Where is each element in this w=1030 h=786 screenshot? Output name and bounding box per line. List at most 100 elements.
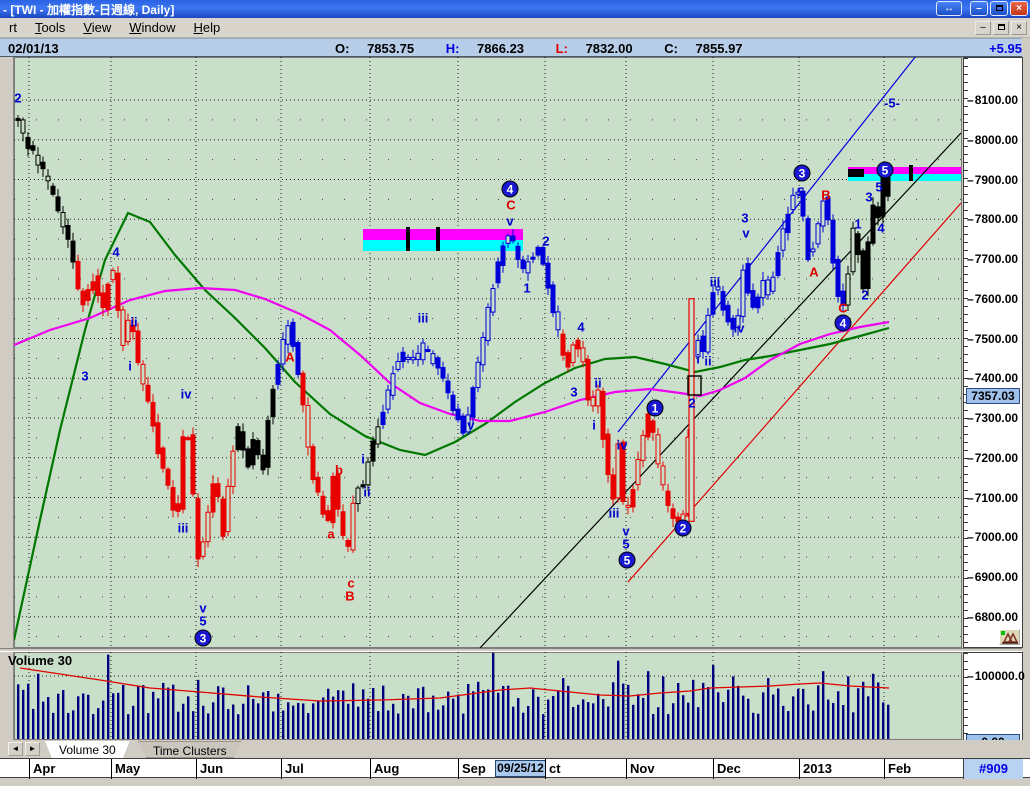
window-title: - [TWI - 加權指數-日週線, Daily] (3, 2, 175, 17)
bar-count-badge: #909 (963, 759, 1023, 779)
expert-commentary-icon[interactable] (999, 629, 1020, 645)
svg-text:4: 4 (877, 221, 885, 236)
svg-text:iv: iv (617, 438, 629, 453)
svg-text:v: v (199, 601, 207, 616)
svg-text:3: 3 (865, 190, 872, 205)
svg-text:C: C (506, 198, 516, 213)
svg-text:v: v (622, 524, 630, 539)
slow-ma (14, 211, 890, 641)
time-axis-month: Apr (33, 761, 56, 776)
window-bottom-edge (0, 779, 1030, 786)
menu-item-chart-partial[interactable]: rt (9, 20, 17, 35)
tab-scroll-left-icon[interactable]: ◄ (8, 742, 23, 756)
volume-axis[interactable]: 100000.00.00 (963, 652, 1025, 757)
svg-text:ii: ii (704, 354, 711, 369)
svg-text:4: 4 (840, 317, 847, 331)
svg-text:c: c (347, 576, 354, 591)
price-axis-label: 7500.00 (967, 332, 1018, 346)
black-box-annotation (687, 375, 702, 396)
restore-icon (995, 5, 1003, 11)
svg-text:2: 2 (680, 522, 687, 536)
menu-item-view[interactable]: View (83, 20, 112, 35)
tab-time-clusters[interactable]: Time Clusters (138, 741, 242, 758)
circled-wave-degree (876, 161, 894, 179)
change-value: +5.95 (989, 41, 1022, 56)
time-axis-month: Jun (200, 761, 224, 776)
svg-text:2: 2 (14, 91, 21, 106)
svg-text:iii: iii (178, 521, 189, 536)
svg-text:A: A (285, 350, 295, 365)
svg-text:iii: iii (609, 506, 620, 521)
svg-text:ii: ii (130, 315, 137, 330)
circled-wave-degree (646, 399, 664, 417)
volume-ma-line (19, 667, 890, 702)
price-axis-label: 8100.00 (967, 93, 1018, 107)
tall-gap-candle (688, 298, 695, 522)
svg-text:4: 4 (507, 183, 514, 197)
svg-text:iv: iv (734, 321, 746, 336)
svg-text:ii: ii (363, 485, 370, 500)
tab-scroll-right-icon[interactable]: ► (25, 742, 40, 756)
circled-wave-degree (793, 164, 811, 182)
last-price-tag: 7357.03 (966, 388, 1020, 405)
volume-chart-canvas[interactable] (14, 652, 962, 740)
time-axis-month: Feb (888, 761, 912, 776)
pane-splitter[interactable] (0, 648, 1022, 652)
menu-item-help[interactable]: Help (193, 20, 221, 35)
blue-channel-line (617, 57, 916, 433)
svg-text:1: 1 (652, 402, 659, 416)
close-button[interactable]: × (1010, 1, 1028, 16)
svg-text:i: i (361, 452, 365, 467)
tab-volume-30[interactable]: Volume 30 (45, 741, 130, 758)
svg-text:5: 5 (875, 180, 882, 195)
price-axis-label: 6900.00 (967, 570, 1018, 584)
time-axis-separator (281, 759, 282, 779)
price-axis-label: 7900.00 (967, 173, 1018, 187)
pane-tab-bar: ◄ ► Volume 30 Time Clusters (0, 740, 1030, 758)
switch-window-button[interactable]: ↔ (936, 1, 962, 16)
minimize-button[interactable]: – (970, 1, 988, 16)
price-axis-label: 6800.00 (967, 610, 1018, 624)
fast-ma (14, 286, 890, 423)
price-axis[interactable]: 8100.00 8000.00 7900.00 7800.00 7700.00 7600.… (963, 57, 1023, 648)
grid-lines (14, 57, 962, 648)
price-axis-label: 8000.00 (967, 133, 1018, 147)
svg-text:4: 4 (112, 245, 120, 260)
mdi-close-button[interactable]: × (1011, 21, 1027, 35)
mdi-restore-button[interactable] (993, 21, 1009, 35)
time-axis-separator (370, 759, 371, 779)
volume-axis-label: 100000.0 (967, 669, 1025, 683)
time-axis-month: ct (549, 761, 561, 776)
circled-wave-degree (618, 551, 636, 569)
price-axis-label: 7600.00 (967, 292, 1018, 306)
time-axis-separator (799, 759, 800, 779)
elliott-wave-labels: 243iiiiviiiv53AbacBiiiiiiiv4Cv2143iiiivi… (14, 91, 900, 647)
selected-date-box[interactable]: 09/25/12 (495, 760, 546, 777)
svg-text:i: i (592, 418, 596, 433)
time-axis-month: Sep (462, 761, 486, 776)
ohlc-readout: O: 7853.75 H: 7866.23 L: 7832.00 C: 7855… (335, 41, 771, 56)
svg-text:1: 1 (523, 281, 530, 296)
window-right-edge (1022, 38, 1030, 786)
trend-lines (479, 57, 962, 648)
price-chart-canvas[interactable]: 243iiiiviiiv53AbacBiiiiiiiv4Cv2143iiiivi… (14, 57, 962, 648)
svg-text:2: 2 (542, 234, 549, 249)
menu-item-window[interactable]: Window (129, 20, 176, 35)
title-bar: - [TWI - 加權指數-日週線, Daily] ↔ – × (0, 0, 1030, 18)
time-axis[interactable]: 09/25/12 #909 Apr May Jun Jul Aug Sep ct Nov Dec… (0, 758, 1030, 779)
time-axis-separator (884, 759, 885, 779)
time-axis-separator (29, 759, 30, 779)
menu-item-tools[interactable]: Tools (34, 20, 66, 35)
svg-text:3: 3 (570, 385, 577, 400)
time-axis-separator (545, 759, 546, 779)
mdi-restore-icon (997, 24, 1005, 30)
price-axis-label: 7000.00 (967, 530, 1018, 544)
svg-text:3: 3 (200, 632, 207, 646)
circled-wave-degree (501, 180, 519, 198)
svg-text:b: b (335, 463, 343, 478)
mdi-minimize-button[interactable]: – (975, 21, 991, 35)
restore-button[interactable] (990, 1, 1008, 16)
high-value: H: 7866.23 (445, 41, 525, 56)
svg-text:B: B (345, 589, 354, 604)
svg-text:-5-: -5- (884, 96, 900, 111)
